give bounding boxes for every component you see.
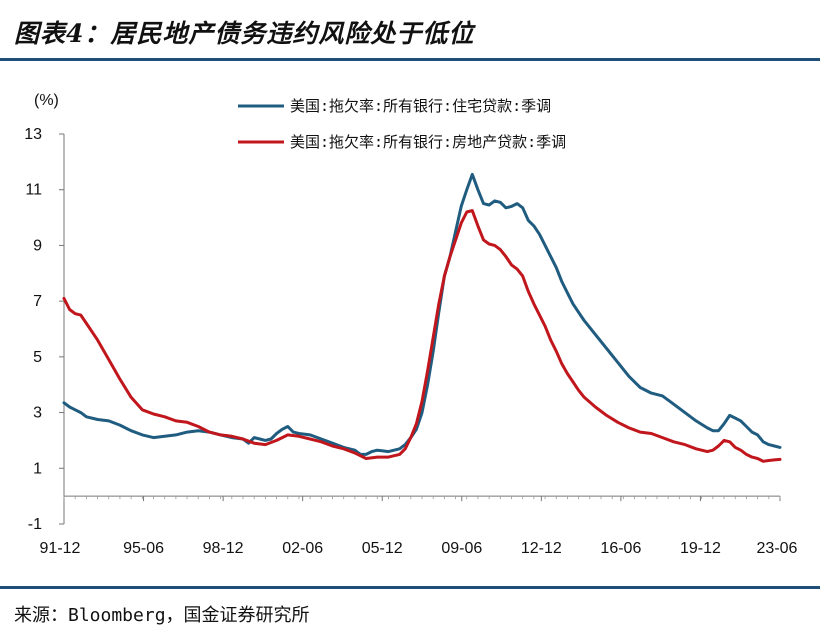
- series-line-1: [62, 172, 782, 456]
- y-tick-label: 13: [24, 126, 42, 143]
- y-tick-label: 1: [33, 460, 42, 477]
- title-rule: [0, 58, 820, 61]
- chart-title: 图表4：居民地产债务违约风险处于低位: [14, 19, 475, 48]
- source-rule: [0, 586, 820, 589]
- y-tick-label: 3: [33, 405, 42, 422]
- y-unit-label: (%): [34, 92, 59, 109]
- y-tick-label: 11: [25, 182, 42, 199]
- y-tick-label: -1: [28, 516, 42, 533]
- series-line-2: [62, 209, 782, 463]
- y-tick-label: 7: [33, 293, 42, 310]
- x-tick-label: 09-06: [441, 540, 482, 557]
- x-tick-label: 16-06: [600, 540, 641, 557]
- x-tick-label: 05-12: [362, 540, 403, 557]
- x-tick-label: 95-06: [123, 540, 164, 557]
- x-tick-label: 98-12: [203, 540, 244, 557]
- x-tick-label: 12-12: [521, 540, 562, 557]
- x-tick-label: 02-06: [282, 540, 323, 557]
- x-tick-label: 19-12: [680, 540, 721, 557]
- source-note: 来源：Bloomberg，国金证券研究所: [14, 605, 310, 626]
- legend-label-1: 美国:拖欠率:所有银行:住宅贷款:季调: [290, 97, 551, 115]
- legend-label-2: 美国:拖欠率:所有银行:房地产贷款:季调: [290, 133, 566, 151]
- x-tick-label: 23-06: [757, 540, 798, 557]
- chart-series: [62, 172, 782, 463]
- x-tick-label: 91-12: [40, 540, 81, 557]
- y-tick-label: 9: [33, 237, 42, 254]
- y-tick-label: 5: [33, 349, 42, 366]
